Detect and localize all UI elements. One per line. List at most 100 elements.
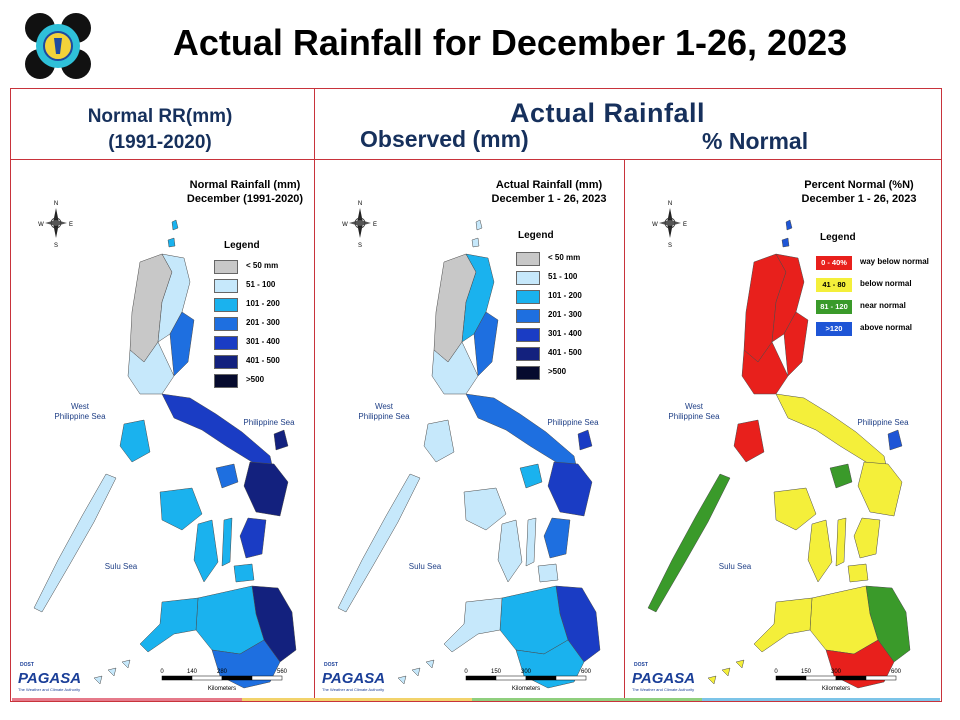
map-region — [537, 563, 559, 583]
map-region — [473, 311, 499, 377]
brand-name: PAGASA — [322, 670, 386, 687]
scale-tick-label: 280 — [217, 669, 228, 675]
actual-header: Actual Rainfall — [510, 98, 706, 128]
compass-w: W — [38, 222, 44, 228]
legend-swatch: 81 - 120 — [816, 300, 852, 314]
map-region — [465, 393, 579, 475]
legend-label: >500 — [548, 367, 567, 376]
compass-s: S — [668, 243, 672, 248]
map-region — [773, 487, 817, 531]
legend-label: below normal — [860, 279, 912, 288]
legend-swatch — [214, 374, 238, 388]
legend-title: Legend — [224, 240, 260, 251]
legend-label: 51 - 100 — [246, 280, 276, 289]
map-region — [215, 463, 239, 489]
map-region — [119, 419, 151, 463]
map-title-line1: Actual Rainfall (mm) — [495, 179, 603, 191]
footer-stripe — [702, 698, 940, 701]
divider — [624, 160, 625, 700]
scale-bar: 0 150 300 600 Kilometers — [774, 669, 901, 692]
scale-tick-label: 0 — [774, 669, 778, 675]
scale-segment — [465, 675, 497, 681]
legend-swatch — [214, 355, 238, 369]
scale-unit: Kilometers — [822, 686, 850, 692]
pagasa-logo — [24, 12, 92, 80]
west-philippine-sea-label: West Philippine Sea — [50, 402, 110, 422]
legend-label: 201 - 300 — [548, 310, 582, 319]
legend-swatch: 0 - 40% — [816, 256, 852, 270]
map-region — [171, 219, 179, 231]
brand-name: PAGASA — [18, 670, 82, 687]
west-philippine-sea-label: West Philippine Sea — [354, 402, 414, 422]
map-region — [475, 219, 483, 231]
scale-segment — [835, 675, 867, 681]
map-region — [431, 341, 479, 395]
scale-segment — [191, 675, 223, 681]
normal-header-line2: (1991-2020) — [108, 132, 212, 153]
legend-label: 401 - 500 — [548, 348, 582, 357]
compass-rose-icon: N S W E — [342, 201, 377, 248]
map-region — [519, 463, 543, 489]
compass-s: S — [358, 243, 362, 248]
map-region — [411, 667, 421, 677]
map-title: Percent Normal (%N) December 1 - 26, 202… — [794, 178, 924, 206]
compass-n: N — [54, 201, 58, 207]
legend-swatch — [516, 290, 540, 304]
scale-tick-label: 300 — [521, 669, 532, 675]
map-title: Normal Rainfall (mm) December (1991-2020… — [180, 178, 310, 206]
map-region — [167, 237, 176, 248]
map-region — [337, 473, 421, 613]
normal-header-line1: Normal RR(mm) — [87, 106, 233, 127]
brand-tagline: The Weather and Climate Authority — [632, 687, 695, 692]
legend-swatch: >120 — [816, 322, 852, 336]
compass-e: E — [373, 222, 377, 228]
philippines-map — [337, 219, 601, 689]
compass-n: N — [358, 201, 362, 207]
legend-label: 201 - 300 — [246, 318, 280, 327]
map-region — [425, 659, 435, 669]
map-region — [423, 419, 455, 463]
legend-label: < 50 mm — [548, 253, 581, 262]
map-region — [753, 597, 813, 653]
map-region — [887, 429, 903, 451]
map-region — [397, 675, 407, 685]
map-region — [497, 519, 523, 583]
map-region — [121, 659, 131, 669]
sulu-sea-label: Sulu Sea — [718, 562, 752, 571]
legend-swatch — [516, 271, 540, 285]
map-title-line1: Normal Rainfall (mm) — [189, 179, 301, 191]
map-region — [169, 311, 195, 377]
map-region — [829, 463, 853, 489]
map-region — [835, 517, 847, 567]
map-region — [741, 341, 789, 395]
legend-swatch — [214, 260, 238, 274]
scale-tick-label: 300 — [831, 669, 842, 675]
scale-segment — [221, 675, 253, 681]
west-philippine-sea-label: West Philippine Sea — [664, 402, 724, 422]
map-title-line2: December (1991-2020) — [186, 193, 304, 205]
map-panel-1: Normal Rainfall (mm) December (1991-2020… — [12, 162, 312, 698]
sulu-sea-label: Sulu Sea — [104, 562, 138, 571]
pagasa-brand: DOST PAGASA The Weather and Climate Auth… — [18, 662, 90, 692]
compass-rose-icon: N S W E — [652, 201, 687, 248]
brand-name: PAGASA — [632, 670, 696, 687]
legend-label: 301 - 400 — [548, 329, 582, 338]
legend-swatch — [516, 347, 540, 361]
scale-unit: Kilometers — [512, 686, 540, 692]
brand-tagline: The Weather and Climate Authority — [322, 687, 385, 692]
brand-dost: DOST — [20, 662, 34, 668]
map-title-line2: December 1 - 26, 2023 — [491, 193, 607, 205]
map-region — [847, 563, 869, 583]
percent-header: % Normal — [702, 128, 809, 154]
map-title-line2: December 1 - 26, 2023 — [801, 193, 917, 205]
legend-swatch: 41 - 80 — [816, 278, 852, 292]
legend-label: above normal — [860, 323, 913, 332]
map-region — [785, 219, 793, 231]
scale-segment — [775, 675, 807, 681]
map-region — [647, 473, 731, 613]
compass-w: W — [342, 222, 348, 228]
page-title: Actual Rainfall for December 1-26, 2023 — [172, 22, 848, 63]
compass-n: N — [668, 201, 672, 207]
content-frame — [10, 88, 942, 702]
legend-label: near normal — [860, 301, 906, 310]
